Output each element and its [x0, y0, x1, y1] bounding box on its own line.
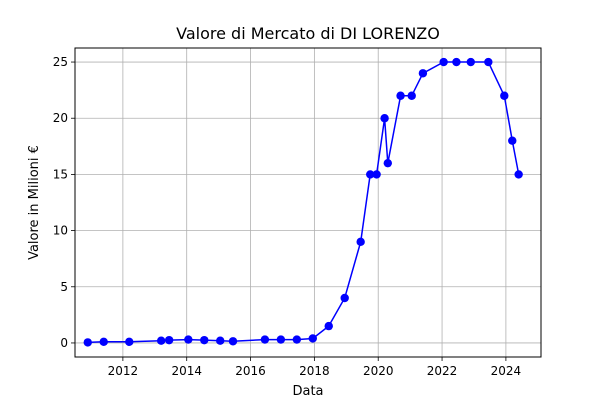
data-point — [407, 91, 416, 100]
data-point — [200, 335, 209, 345]
data-point — [156, 336, 166, 345]
series-line — [87, 61, 520, 344]
data-point — [372, 170, 381, 179]
data-point — [292, 335, 302, 344]
plot-frame — [74, 47, 542, 358]
data-point — [83, 338, 92, 347]
y-tick-label: 5 — [60, 280, 68, 294]
y-tick-label: 0 — [60, 336, 68, 350]
x-tick-label: 2022 — [427, 364, 458, 378]
data-point — [484, 57, 493, 67]
data-point — [276, 335, 286, 344]
data-point — [125, 337, 134, 347]
data-point — [356, 237, 365, 247]
y-tick-label: 25 — [53, 55, 68, 69]
y-axis-label: Valore in Milioni € — [27, 145, 42, 260]
y-tick-label: 10 — [53, 224, 68, 238]
data-point — [439, 57, 448, 67]
data-point — [216, 336, 225, 345]
data-point — [260, 335, 270, 344]
chart-title: Valore di Mercato di DI LORENZO — [176, 24, 440, 43]
data-point — [466, 57, 475, 67]
x-tick-label: 2016 — [235, 364, 266, 378]
x-tick-label: 2024 — [491, 364, 522, 378]
data-point — [99, 337, 108, 347]
x-axis-label: Data — [292, 384, 323, 399]
data-point — [383, 158, 392, 168]
data-points-group — [83, 57, 523, 347]
data-point — [184, 335, 193, 344]
data-point — [452, 57, 461, 67]
x-tick-label: 2018 — [299, 364, 330, 378]
data-point — [508, 136, 517, 145]
grid-lines — [75, 48, 541, 357]
x-tick-label: 2020 — [363, 364, 394, 378]
data-point — [514, 170, 523, 179]
data-point — [418, 69, 428, 78]
axis-ticks: 2012 2014 2016 2018 2020 2022 2024 0 5 10 15 20 25 — [53, 55, 521, 378]
data-point — [324, 321, 333, 331]
data-point — [340, 293, 349, 303]
y-tick-label: 20 — [53, 111, 68, 125]
x-tick-label: 2014 — [171, 364, 202, 378]
data-point — [366, 170, 375, 179]
data-point — [308, 334, 317, 343]
data-point — [500, 91, 509, 100]
x-tick-label: 2012 — [108, 364, 139, 378]
data-point — [228, 337, 238, 346]
data-point — [396, 91, 405, 100]
y-tick-label: 15 — [53, 167, 68, 181]
data-point — [164, 335, 174, 345]
data-point — [380, 114, 389, 123]
series-line-group — [87, 61, 520, 344]
